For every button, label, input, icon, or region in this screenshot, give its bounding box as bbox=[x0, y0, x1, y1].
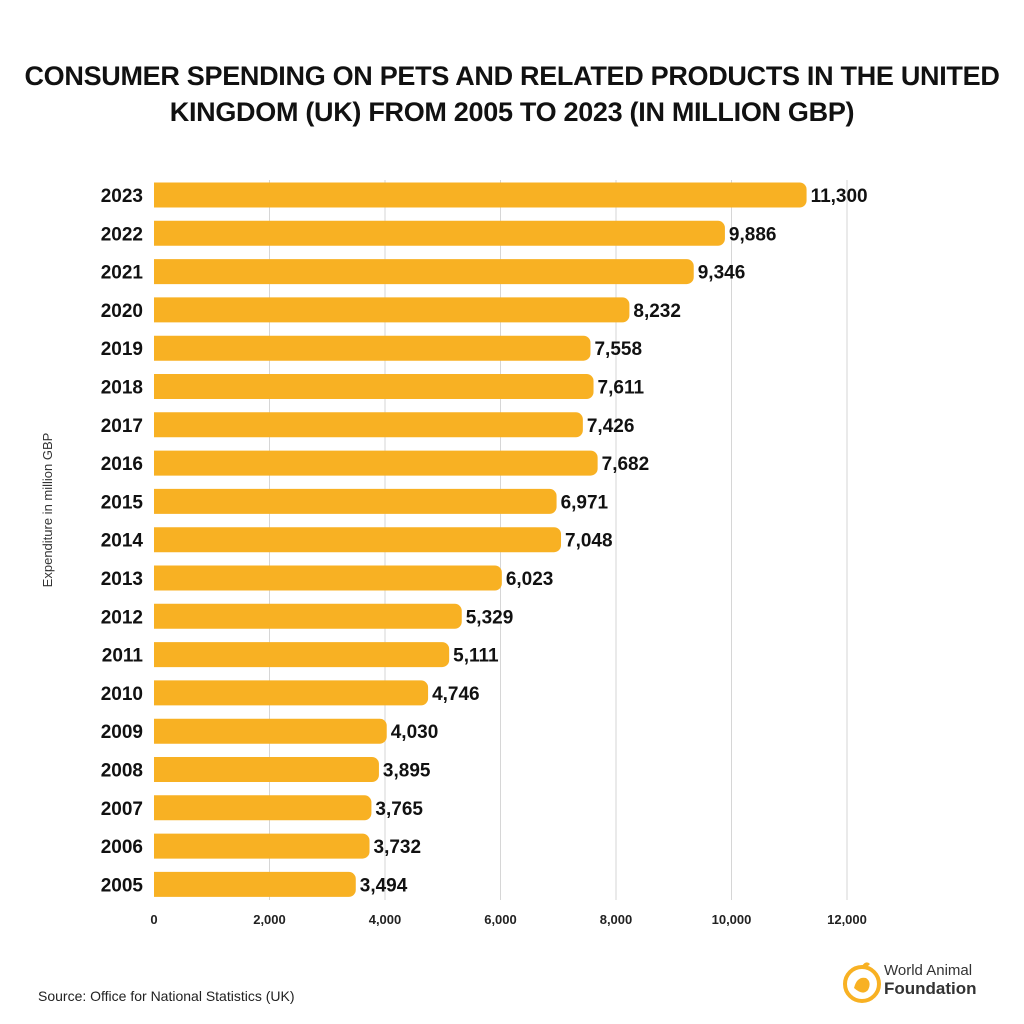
y-tick-label: 2017 bbox=[101, 416, 143, 437]
data-label: 3,895 bbox=[383, 761, 431, 782]
bar bbox=[154, 565, 502, 591]
x-tick-label: 8,000 bbox=[600, 912, 633, 927]
bar bbox=[153, 527, 562, 553]
bar bbox=[154, 680, 429, 706]
y-tick-label: 2020 bbox=[101, 301, 143, 322]
y-tick-label: 2012 bbox=[101, 607, 143, 628]
data-label: 7,611 bbox=[598, 378, 645, 399]
y-tick-label: 2019 bbox=[101, 339, 143, 360]
chart-title: CONSUMER SPENDING ON PETS AND RELATED PR… bbox=[24, 61, 1000, 127]
x-tick-label: 0 bbox=[150, 912, 157, 927]
x-tick-label: 2,000 bbox=[253, 912, 286, 927]
x-tick-label: 4,000 bbox=[369, 912, 402, 927]
x-tick-label: 12,000 bbox=[827, 912, 867, 927]
y-tick-label: 2014 bbox=[101, 531, 144, 552]
logo-text-line1: World Animal bbox=[884, 962, 973, 979]
source-note: Source: Office for National Statistics (… bbox=[38, 988, 295, 1004]
bar bbox=[154, 757, 379, 782]
y-tick-label: 2007 bbox=[101, 799, 143, 820]
y-tick-label: 2005 bbox=[101, 875, 144, 896]
y-tick-label: 2016 bbox=[101, 454, 143, 475]
bar bbox=[154, 335, 591, 361]
data-label: 9,886 bbox=[729, 224, 777, 245]
data-label: 11,300 bbox=[811, 186, 868, 207]
bar bbox=[154, 603, 462, 629]
bar bbox=[154, 412, 583, 438]
x-tick-label: 10,000 bbox=[712, 912, 752, 927]
data-label: 9,346 bbox=[698, 263, 746, 284]
data-label: 3,765 bbox=[375, 799, 423, 820]
data-label: 3,494 bbox=[360, 875, 408, 896]
logo-icon bbox=[843, 962, 881, 1003]
bar bbox=[154, 220, 725, 246]
bar bbox=[154, 488, 557, 514]
x-tick-label: 6,000 bbox=[484, 912, 517, 927]
y-axis-label: Expenditure in million GBP bbox=[40, 433, 55, 588]
labels: 0 2,000 4,000 6,000 8,000 10,000 12,000 2023 11,… bbox=[101, 186, 868, 927]
logo-text-line2: Foundation bbox=[884, 979, 977, 998]
data-label: 7,558 bbox=[594, 339, 642, 360]
y-tick-label: 2022 bbox=[101, 224, 143, 245]
y-tick-label: 2011 bbox=[102, 646, 144, 667]
bar bbox=[154, 297, 630, 323]
bar bbox=[154, 833, 370, 859]
data-label: 8,232 bbox=[633, 301, 681, 322]
bar bbox=[154, 642, 450, 668]
bar bbox=[154, 450, 598, 476]
y-tick-label: 2010 bbox=[101, 684, 143, 705]
bar bbox=[154, 795, 372, 821]
data-label: 4,030 bbox=[391, 722, 439, 743]
y-tick-label: 2015 bbox=[101, 492, 144, 513]
data-label: 7,682 bbox=[602, 454, 650, 475]
data-label: 5,329 bbox=[466, 607, 514, 628]
y-tick-label: 2008 bbox=[101, 761, 143, 782]
y-tick-label: 2018 bbox=[101, 378, 143, 399]
y-tick-label: 2013 bbox=[101, 569, 143, 590]
data-label: 4,746 bbox=[432, 684, 480, 705]
bars bbox=[153, 182, 807, 897]
data-label: 5,111 bbox=[453, 646, 499, 667]
data-label: 3,732 bbox=[374, 837, 422, 858]
data-label: 7,048 bbox=[565, 531, 613, 552]
y-tick-label: 2009 bbox=[101, 722, 143, 743]
bar bbox=[154, 871, 356, 897]
bar bbox=[154, 374, 594, 399]
y-tick-label: 2023 bbox=[101, 186, 143, 207]
bar bbox=[154, 182, 807, 208]
logo: World Animal Foundation bbox=[842, 958, 1012, 1008]
y-tick-label: 2021 bbox=[101, 263, 144, 284]
data-label: 6,971 bbox=[561, 492, 609, 513]
data-label: 6,023 bbox=[506, 569, 554, 590]
bar bbox=[153, 718, 387, 744]
bar bbox=[154, 259, 694, 285]
data-label: 7,426 bbox=[587, 416, 635, 437]
y-tick-label: 2006 bbox=[101, 837, 143, 858]
